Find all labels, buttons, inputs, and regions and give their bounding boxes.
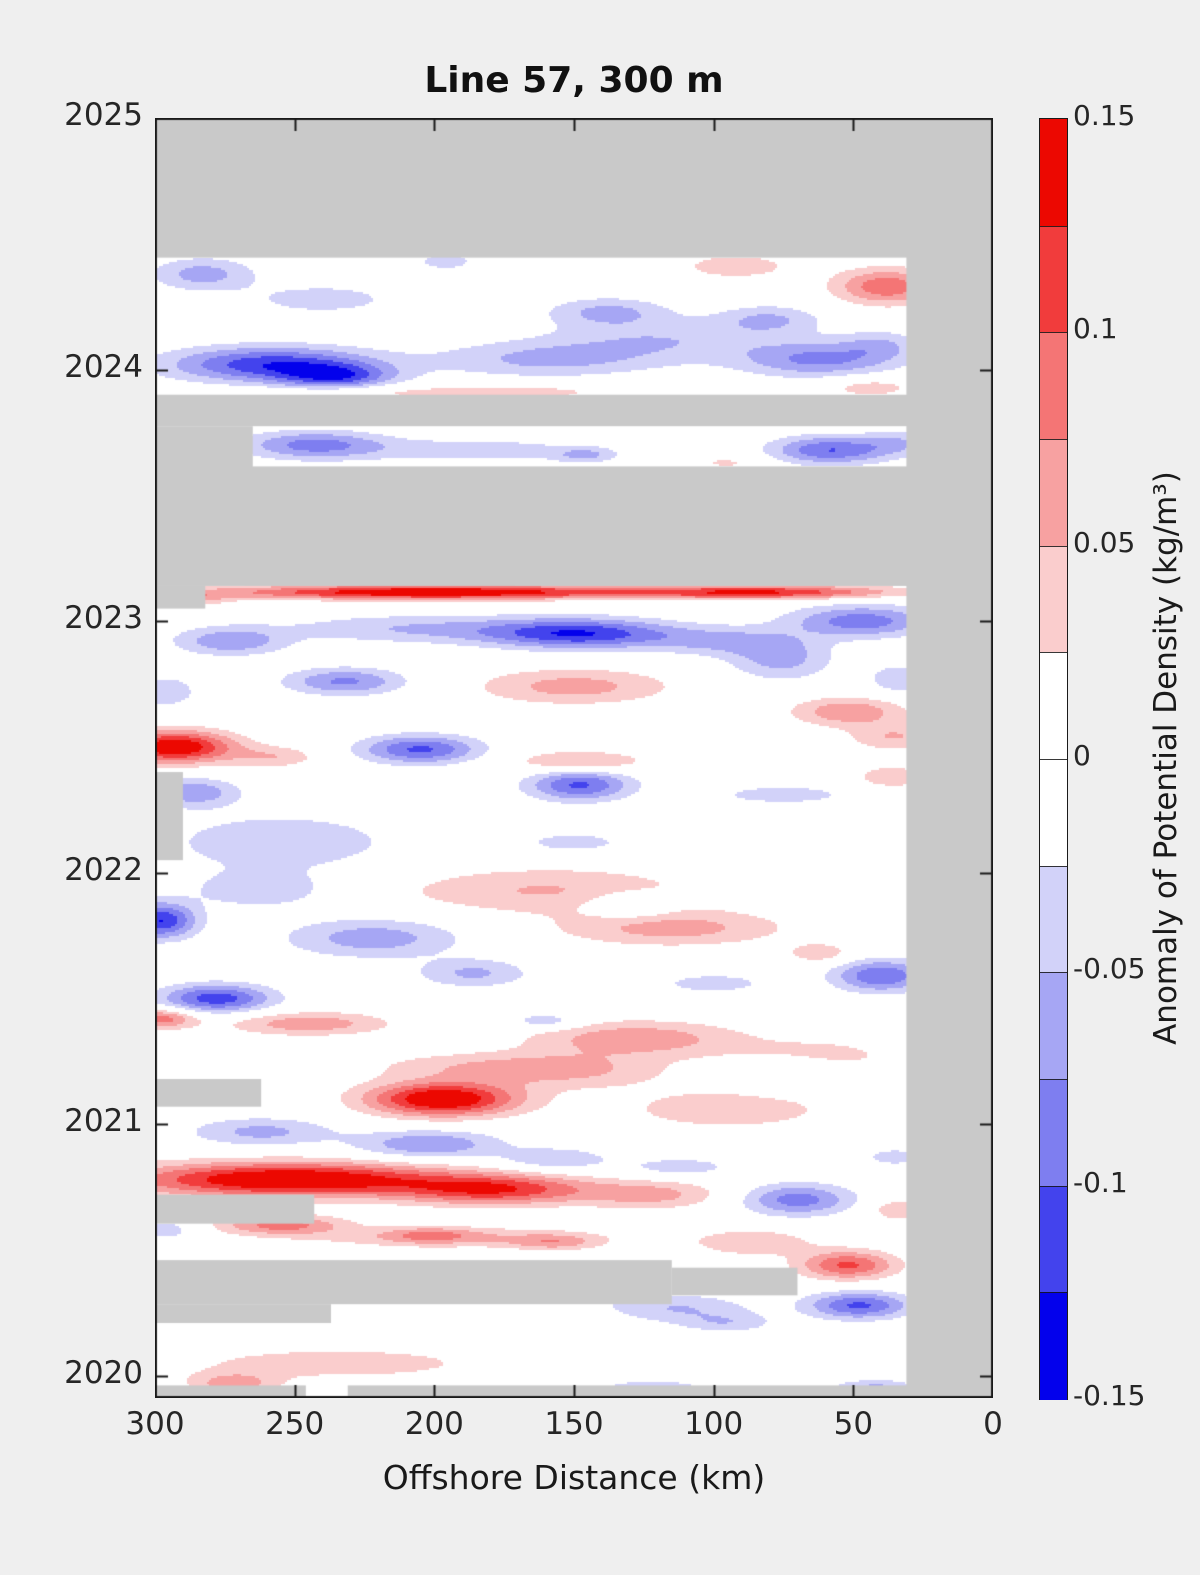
x-tick-label: 250 (265, 1406, 325, 1442)
x-tick-label: 150 (544, 1406, 604, 1442)
x-tick-label: 100 (684, 1406, 744, 1442)
x-tick-label: 50 (833, 1406, 874, 1442)
colorbar-segment (1040, 1079, 1067, 1187)
heatmap-plot-area (155, 118, 993, 1398)
colorbar (1039, 118, 1068, 1400)
y-tick-label: 2024 (64, 348, 143, 385)
colorbar-tick-label: 0.15 (1073, 99, 1136, 132)
colorbar-label: Anomaly of Potential Density (kg/m³) (1148, 471, 1184, 1045)
x-tick-label: 0 (983, 1406, 1003, 1442)
x-tick-label: 300 (125, 1406, 185, 1442)
y-tick-label: 2020 (64, 1354, 143, 1391)
colorbar-segment (1040, 545, 1067, 654)
colorbar-tick-label: 0.05 (1073, 525, 1136, 559)
colorbar-segment (1040, 439, 1067, 547)
y-tick-label: 2021 (64, 1103, 143, 1140)
colorbar-segment (1040, 865, 1067, 974)
colorbar-tick-label: -0.15 (1073, 1379, 1146, 1412)
colorbar-tick-label: -0.05 (1073, 952, 1146, 986)
colorbar-segment (1040, 1292, 1067, 1400)
y-tick-label: 2023 (64, 600, 143, 637)
y-tick-label: 2022 (64, 851, 143, 888)
colorbar-segment (1040, 652, 1067, 760)
colorbar-segment (1040, 119, 1067, 227)
colorbar-segment (1040, 1185, 1067, 1294)
y-tick-label: 2025 (64, 97, 143, 133)
colorbar-segment (1040, 332, 1067, 440)
x-tick-label: 200 (404, 1406, 464, 1442)
chart-title: Line 57, 300 m (424, 60, 724, 101)
colorbar-segment (1040, 972, 1067, 1080)
colorbar-tick-label: 0 (1073, 739, 1091, 772)
colorbar-segment (1040, 225, 1067, 334)
colorbar-segment (1040, 759, 1067, 867)
x-axis-label: Offshore Distance (km) (382, 1458, 766, 1497)
colorbar-tick-label: -0.1 (1073, 1165, 1128, 1199)
colorbar-tick-label: 0.1 (1073, 312, 1118, 346)
